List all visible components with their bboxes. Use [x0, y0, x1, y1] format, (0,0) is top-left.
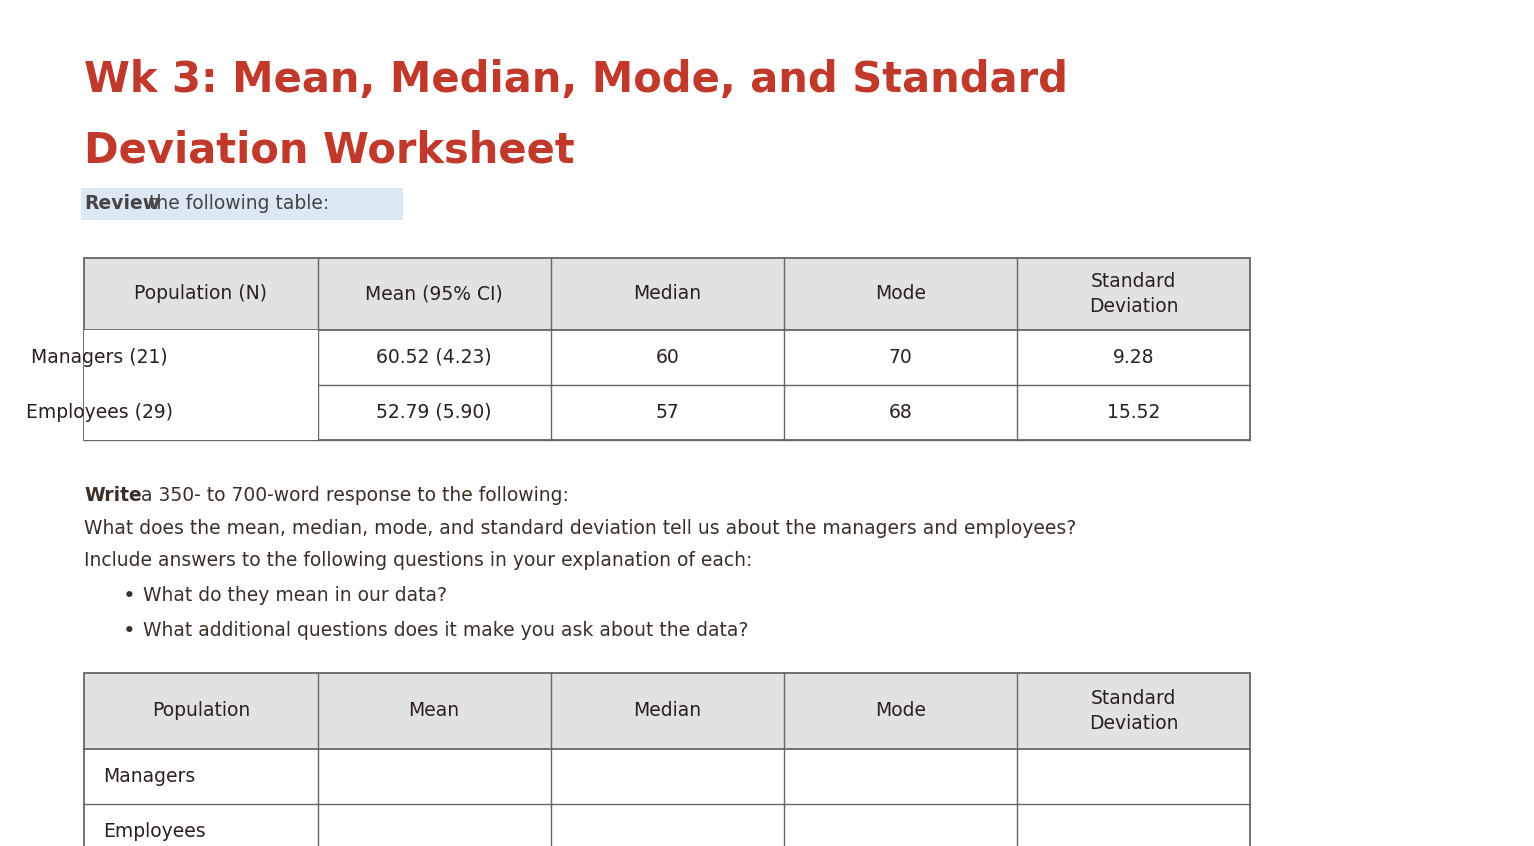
Text: What does the mean, median, mode, and standard deviation tell us about the manag: What does the mean, median, mode, and st… — [84, 519, 1077, 537]
Bar — [84, 804, 1250, 846]
Text: What do they mean in our data?: What do they mean in our data? — [143, 586, 446, 605]
Text: Population: Population — [152, 701, 250, 720]
Text: 70: 70 — [888, 348, 913, 367]
Text: 60: 60 — [655, 348, 680, 367]
Bar — [84, 749, 1250, 804]
Text: Employees (29): Employees (29) — [127, 403, 275, 422]
Bar — [84, 385, 318, 440]
Text: a 350- to 700-word response to the following:: a 350- to 700-word response to the follo… — [135, 486, 569, 505]
Text: Managers (21): Managers (21) — [31, 348, 169, 367]
Text: 68: 68 — [888, 403, 913, 422]
Bar — [84, 673, 1250, 749]
Text: •: • — [123, 622, 135, 641]
Text: Write: Write — [84, 486, 143, 505]
Text: Employees: Employees — [103, 821, 206, 841]
Text: Standard
Deviation: Standard Deviation — [1089, 689, 1178, 733]
Text: Review: Review — [84, 194, 161, 212]
Text: Population (N): Population (N) — [135, 284, 267, 304]
Text: 57: 57 — [655, 403, 680, 422]
Bar — [84, 258, 1250, 330]
Text: Wk 3: Mean, Median, Mode, and Standard: Wk 3: Mean, Median, Mode, and Standard — [84, 59, 1068, 102]
Text: 52.79 (5.90): 52.79 (5.90) — [376, 403, 492, 422]
Text: 15.52: 15.52 — [1108, 403, 1160, 422]
FancyBboxPatch shape — [81, 188, 403, 220]
Text: 60.52 (4.23): 60.52 (4.23) — [376, 348, 492, 367]
Text: 9.28: 9.28 — [1112, 348, 1155, 367]
Bar — [84, 673, 1250, 846]
Bar — [84, 330, 318, 385]
Text: What additional questions does it make you ask about the data?: What additional questions does it make y… — [143, 622, 749, 640]
Text: •: • — [123, 586, 135, 606]
Text: Median: Median — [634, 284, 701, 304]
Bar — [84, 385, 1250, 440]
Text: Employees (29): Employees (29) — [26, 403, 173, 422]
Text: Median: Median — [634, 701, 701, 720]
Text: Managers (21): Managers (21) — [132, 348, 270, 367]
Text: Deviation Worksheet: Deviation Worksheet — [84, 129, 575, 172]
Bar — [84, 258, 1250, 440]
Text: Mode: Mode — [874, 701, 927, 720]
Text: Mean: Mean — [408, 701, 460, 720]
Text: Include answers to the following questions in your explanation of each:: Include answers to the following questio… — [84, 551, 753, 569]
Text: the following table:: the following table: — [143, 194, 328, 212]
Text: Managers: Managers — [103, 766, 195, 786]
Text: Standard
Deviation: Standard Deviation — [1089, 272, 1178, 316]
Text: Mode: Mode — [874, 284, 927, 304]
Text: Mean (95% CI): Mean (95% CI) — [365, 284, 503, 304]
Bar — [84, 330, 1250, 385]
